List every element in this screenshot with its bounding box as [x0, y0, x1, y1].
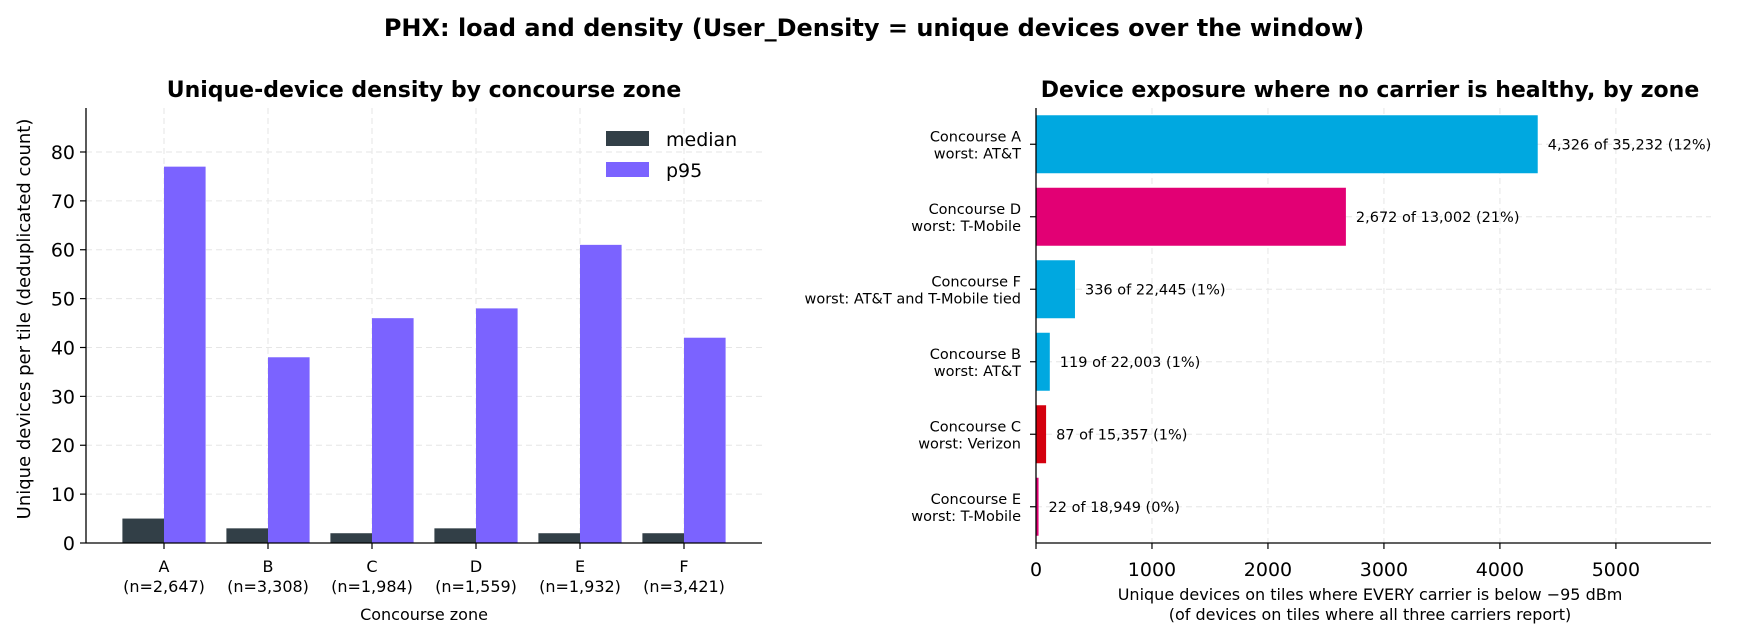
- legend-swatch-median: [606, 131, 649, 146]
- right-bar-concourse-b: [1036, 332, 1050, 391]
- right-x-tick-label: 0: [1030, 559, 1042, 581]
- right-bar-concourse-d: [1036, 187, 1346, 246]
- left-x-tick-label: A: [159, 557, 170, 576]
- left-x-tick-count: (n=1,559): [435, 577, 517, 596]
- left-bar-median-E: [538, 533, 580, 543]
- left-axes: [85, 108, 762, 544]
- left-y-tick-label: 20: [51, 435, 75, 457]
- left-y-tick-label: 0: [63, 533, 75, 555]
- exposure-bar-chart: 0 1000 2000 3000 4000 5000 Concourse Aworst: …: [804, 78, 1711, 624]
- left-bar-p95-A: [164, 166, 206, 544]
- right-chart-title: Device exposure where no carrier is heal…: [1041, 78, 1700, 103]
- left-y-axis-label: Unique devices per tile (deduplicated co…: [14, 119, 35, 520]
- right-x-tick-label: 2000: [1244, 559, 1292, 581]
- left-x-tick-label: B: [263, 557, 274, 576]
- left-x-tick-count: (n=1,932): [539, 577, 621, 596]
- right-value-labels: 4,326 of 35,232 (12%) 2,672 of 13,002 (21…: [1049, 137, 1712, 516]
- left-x-axis-label: Concourse zone: [360, 605, 488, 624]
- left-y-ticks: 0 10 20 30 40 50 60 70 80: [51, 142, 86, 555]
- right-value-label: 4,326 of 35,232 (12%): [1548, 137, 1712, 153]
- left-x-ticks: A(n=2,647) B(n=3,308) C(n=1,984) D(n=1,559)…: [123, 543, 725, 596]
- left-bar-median-F: [642, 533, 684, 543]
- right-y-label-worst: worst: AT&T: [934, 146, 1021, 162]
- right-x-ticks: 0 1000 2000 3000 4000 5000: [1030, 543, 1640, 581]
- left-x-tick-count: (n=3,308): [227, 577, 309, 596]
- right-bar-concourse-a: [1036, 115, 1538, 174]
- right-y-label-zone: Concourse E: [931, 492, 1021, 508]
- left-y-tick-label: 10: [51, 484, 75, 506]
- left-legend: median p95: [606, 129, 737, 182]
- left-bar-p95-C: [372, 318, 414, 543]
- right-x-axis-label-2: (of devices on tiles where all three car…: [1169, 605, 1571, 624]
- left-chart-title: Unique-device density by concourse zone: [167, 78, 682, 103]
- right-x-tick-label: 3000: [1360, 559, 1408, 581]
- left-x-tick-count: (n=2,647): [123, 577, 205, 596]
- right-value-label: 2,672 of 13,002 (21%): [1356, 210, 1520, 226]
- right-axes: [1035, 108, 1711, 544]
- left-y-tick-label: 50: [51, 289, 75, 311]
- right-y-label-zone: Concourse F: [931, 274, 1021, 290]
- legend-swatch-p95: [606, 162, 649, 177]
- left-bar-p95-E: [580, 244, 622, 543]
- right-bars: [1036, 115, 1538, 536]
- left-x-tick-label: F: [679, 557, 688, 576]
- left-x-tick-label: D: [470, 557, 482, 576]
- left-bar-p95-B: [268, 357, 310, 543]
- left-bar-p95-D: [476, 308, 518, 543]
- right-value-label: 336 of 22,445 (1%): [1085, 282, 1226, 298]
- right-value-label: 22 of 18,949 (0%): [1049, 500, 1180, 516]
- left-y-tick-label: 60: [51, 240, 75, 262]
- right-bar-concourse-c: [1036, 405, 1047, 464]
- left-x-tick-label: E: [575, 557, 585, 576]
- right-x-tick-label: 4000: [1476, 559, 1524, 581]
- right-y-label-zone: Concourse D: [929, 202, 1021, 218]
- right-y-label-worst: worst: T-Mobile: [911, 219, 1021, 235]
- legend-label-median: median: [666, 129, 737, 151]
- left-bars: [122, 166, 726, 544]
- left-y-tick-label: 40: [51, 337, 75, 359]
- right-value-label: 87 of 15,357 (1%): [1056, 427, 1187, 443]
- left-bar-median-A: [122, 518, 164, 543]
- right-y-label-worst: worst: AT&T: [934, 364, 1021, 380]
- left-y-tick-label: 80: [51, 142, 75, 164]
- right-y-label-zone: Concourse B: [930, 347, 1021, 363]
- right-y-label-worst: worst: T-Mobile: [911, 509, 1021, 525]
- right-x-tick-label: 5000: [1592, 559, 1640, 581]
- right-bar-concourse-f: [1036, 260, 1075, 319]
- right-y-label-zone: Concourse C: [930, 419, 1021, 435]
- left-x-tick-label: C: [366, 557, 377, 576]
- left-x-tick-count: (n=1,984): [331, 577, 413, 596]
- left-bar-median-D: [434, 528, 476, 543]
- left-x-tick-count: (n=3,421): [643, 577, 725, 596]
- right-y-label-worst: worst: Verizon: [918, 436, 1021, 452]
- right-y-label-zone: Concourse A: [930, 129, 1021, 145]
- left-y-tick-label: 70: [51, 191, 75, 213]
- left-bar-p95-F: [684, 337, 726, 543]
- legend-label-p95: p95: [666, 160, 702, 182]
- left-bar-median-B: [226, 528, 268, 543]
- left-bar-median-C: [330, 533, 372, 543]
- figure-suptitle: PHX: load and density (User_Density = un…: [384, 14, 1364, 42]
- right-value-label: 119 of 22,003 (1%): [1060, 355, 1201, 371]
- right-x-axis-label: Unique devices on tiles where EVERY carr…: [1118, 585, 1623, 604]
- right-x-tick-label: 1000: [1128, 559, 1176, 581]
- right-grid: [1035, 108, 1711, 543]
- right-y-label-worst: worst: AT&T and T-Mobile tied: [804, 291, 1021, 307]
- right-bar-concourse-e: [1036, 477, 1039, 536]
- left-y-tick-label: 30: [51, 386, 75, 408]
